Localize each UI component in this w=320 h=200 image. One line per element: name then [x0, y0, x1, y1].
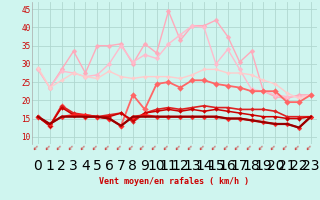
X-axis label: Vent moyen/en rafales ( km/h ): Vent moyen/en rafales ( km/h ): [100, 177, 249, 186]
